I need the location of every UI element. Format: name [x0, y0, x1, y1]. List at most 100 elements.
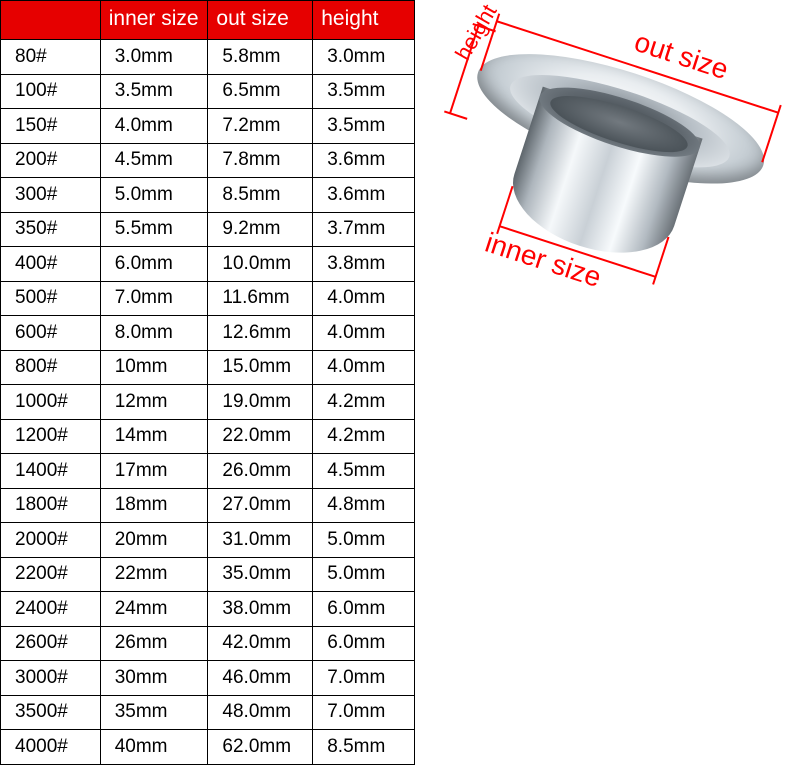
cell-out: 5.8mm — [208, 40, 313, 75]
cell-out: 7.2mm — [208, 109, 313, 144]
cell-model: 150# — [1, 109, 101, 144]
cell-inner: 35mm — [100, 695, 208, 730]
cell-model: 1200# — [1, 419, 101, 454]
table-row: 2600#26mm42.0mm6.0mm — [1, 626, 415, 661]
cell-model: 350# — [1, 212, 101, 247]
cell-height: 6.0mm — [313, 592, 415, 627]
cell-height: 7.0mm — [313, 695, 415, 730]
cell-model: 300# — [1, 178, 101, 213]
cell-inner: 4.5mm — [100, 143, 208, 178]
cell-out: 35.0mm — [208, 557, 313, 592]
cell-height: 4.2mm — [313, 385, 415, 420]
cell-model: 3000# — [1, 661, 101, 696]
cell-out: 27.0mm — [208, 488, 313, 523]
table-row: 1000#12mm19.0mm4.2mm — [1, 385, 415, 420]
cell-height: 3.6mm — [313, 143, 415, 178]
table-row: 200#4.5mm7.8mm3.6mm — [1, 143, 415, 178]
cell-inner: 30mm — [100, 661, 208, 696]
cell-inner: 22mm — [100, 557, 208, 592]
table-row: 350#5.5mm9.2mm3.7mm — [1, 212, 415, 247]
cell-height: 3.8mm — [313, 247, 415, 282]
table-row: 100#3.5mm6.5mm3.5mm — [1, 74, 415, 109]
cell-inner: 12mm — [100, 385, 208, 420]
cell-height: 8.5mm — [313, 730, 415, 765]
cell-model: 500# — [1, 281, 101, 316]
table-row: 1200#14mm22.0mm4.2mm — [1, 419, 415, 454]
cell-out: 26.0mm — [208, 454, 313, 489]
cell-inner: 6.0mm — [100, 247, 208, 282]
table-row: 3500#35mm48.0mm7.0mm — [1, 695, 415, 730]
cell-out: 12.6mm — [208, 316, 313, 351]
cell-inner: 24mm — [100, 592, 208, 627]
cell-inner: 26mm — [100, 626, 208, 661]
col-height: height — [313, 1, 415, 40]
cell-out: 42.0mm — [208, 626, 313, 661]
table-row: 800#10mm15.0mm4.0mm — [1, 350, 415, 385]
cell-model: 2200# — [1, 557, 101, 592]
cell-model: 2000# — [1, 523, 101, 558]
cell-out: 11.6mm — [208, 281, 313, 316]
table-row: 150#4.0mm7.2mm3.5mm — [1, 109, 415, 144]
cell-model: 1400# — [1, 454, 101, 489]
cell-model: 600# — [1, 316, 101, 351]
cell-out: 38.0mm — [208, 592, 313, 627]
cell-out: 7.8mm — [208, 143, 313, 178]
table-row: 1400#17mm26.0mm4.5mm — [1, 454, 415, 489]
cell-inner: 17mm — [100, 454, 208, 489]
table-row: 1800#18mm27.0mm4.8mm — [1, 488, 415, 523]
cell-height: 3.0mm — [313, 40, 415, 75]
table-row: 2400#24mm38.0mm6.0mm — [1, 592, 415, 627]
table-row: 2200#22mm35.0mm5.0mm — [1, 557, 415, 592]
cell-model: 1800# — [1, 488, 101, 523]
cell-height: 7.0mm — [313, 661, 415, 696]
cell-height: 5.0mm — [313, 523, 415, 558]
cell-inner: 40mm — [100, 730, 208, 765]
cell-out: 10.0mm — [208, 247, 313, 282]
table-row: 600#8.0mm12.6mm4.0mm — [1, 316, 415, 351]
cell-model: 400# — [1, 247, 101, 282]
cell-model: 1000# — [1, 385, 101, 420]
cell-inner: 3.0mm — [100, 40, 208, 75]
cell-out: 62.0mm — [208, 730, 313, 765]
cell-out: 8.5mm — [208, 178, 313, 213]
cell-inner: 8.0mm — [100, 316, 208, 351]
cell-height: 3.5mm — [313, 109, 415, 144]
eyelet-diagram: out size height inner size — [392, 0, 807, 356]
cell-height: 4.0mm — [313, 316, 415, 351]
col-blank — [1, 1, 101, 40]
cell-model: 200# — [1, 143, 101, 178]
cell-model: 2600# — [1, 626, 101, 661]
cell-height: 3.6mm — [313, 178, 415, 213]
size-table: inner size out size height 80#3.0mm5.8mm… — [0, 0, 415, 765]
col-inner-size: inner size — [100, 1, 208, 40]
cell-model: 4000# — [1, 730, 101, 765]
cell-out: 46.0mm — [208, 661, 313, 696]
cell-height: 4.2mm — [313, 419, 415, 454]
cell-inner: 20mm — [100, 523, 208, 558]
cell-inner: 5.0mm — [100, 178, 208, 213]
cell-model: 800# — [1, 350, 101, 385]
col-out-size: out size — [208, 1, 313, 40]
table-row: 300#5.0mm8.5mm3.6mm — [1, 178, 415, 213]
cell-height: 4.0mm — [313, 281, 415, 316]
dimension-lines — [392, 0, 807, 356]
cell-inner: 4.0mm — [100, 109, 208, 144]
size-table-container: inner size out size height 80#3.0mm5.8mm… — [0, 0, 415, 765]
cell-model: 2400# — [1, 592, 101, 627]
cell-out: 19.0mm — [208, 385, 313, 420]
cell-out: 31.0mm — [208, 523, 313, 558]
cell-inner: 5.5mm — [100, 212, 208, 247]
cell-out: 22.0mm — [208, 419, 313, 454]
cell-inner: 18mm — [100, 488, 208, 523]
table-row: 3000#30mm46.0mm7.0mm — [1, 661, 415, 696]
cell-height: 4.5mm — [313, 454, 415, 489]
table-row: 80#3.0mm5.8mm3.0mm — [1, 40, 415, 75]
cell-height: 4.0mm — [313, 350, 415, 385]
cell-inner: 14mm — [100, 419, 208, 454]
cell-model: 3500# — [1, 695, 101, 730]
table-row: 400#6.0mm10.0mm3.8mm — [1, 247, 415, 282]
cell-inner: 3.5mm — [100, 74, 208, 109]
cell-height: 6.0mm — [313, 626, 415, 661]
cell-height: 5.0mm — [313, 557, 415, 592]
cell-out: 48.0mm — [208, 695, 313, 730]
